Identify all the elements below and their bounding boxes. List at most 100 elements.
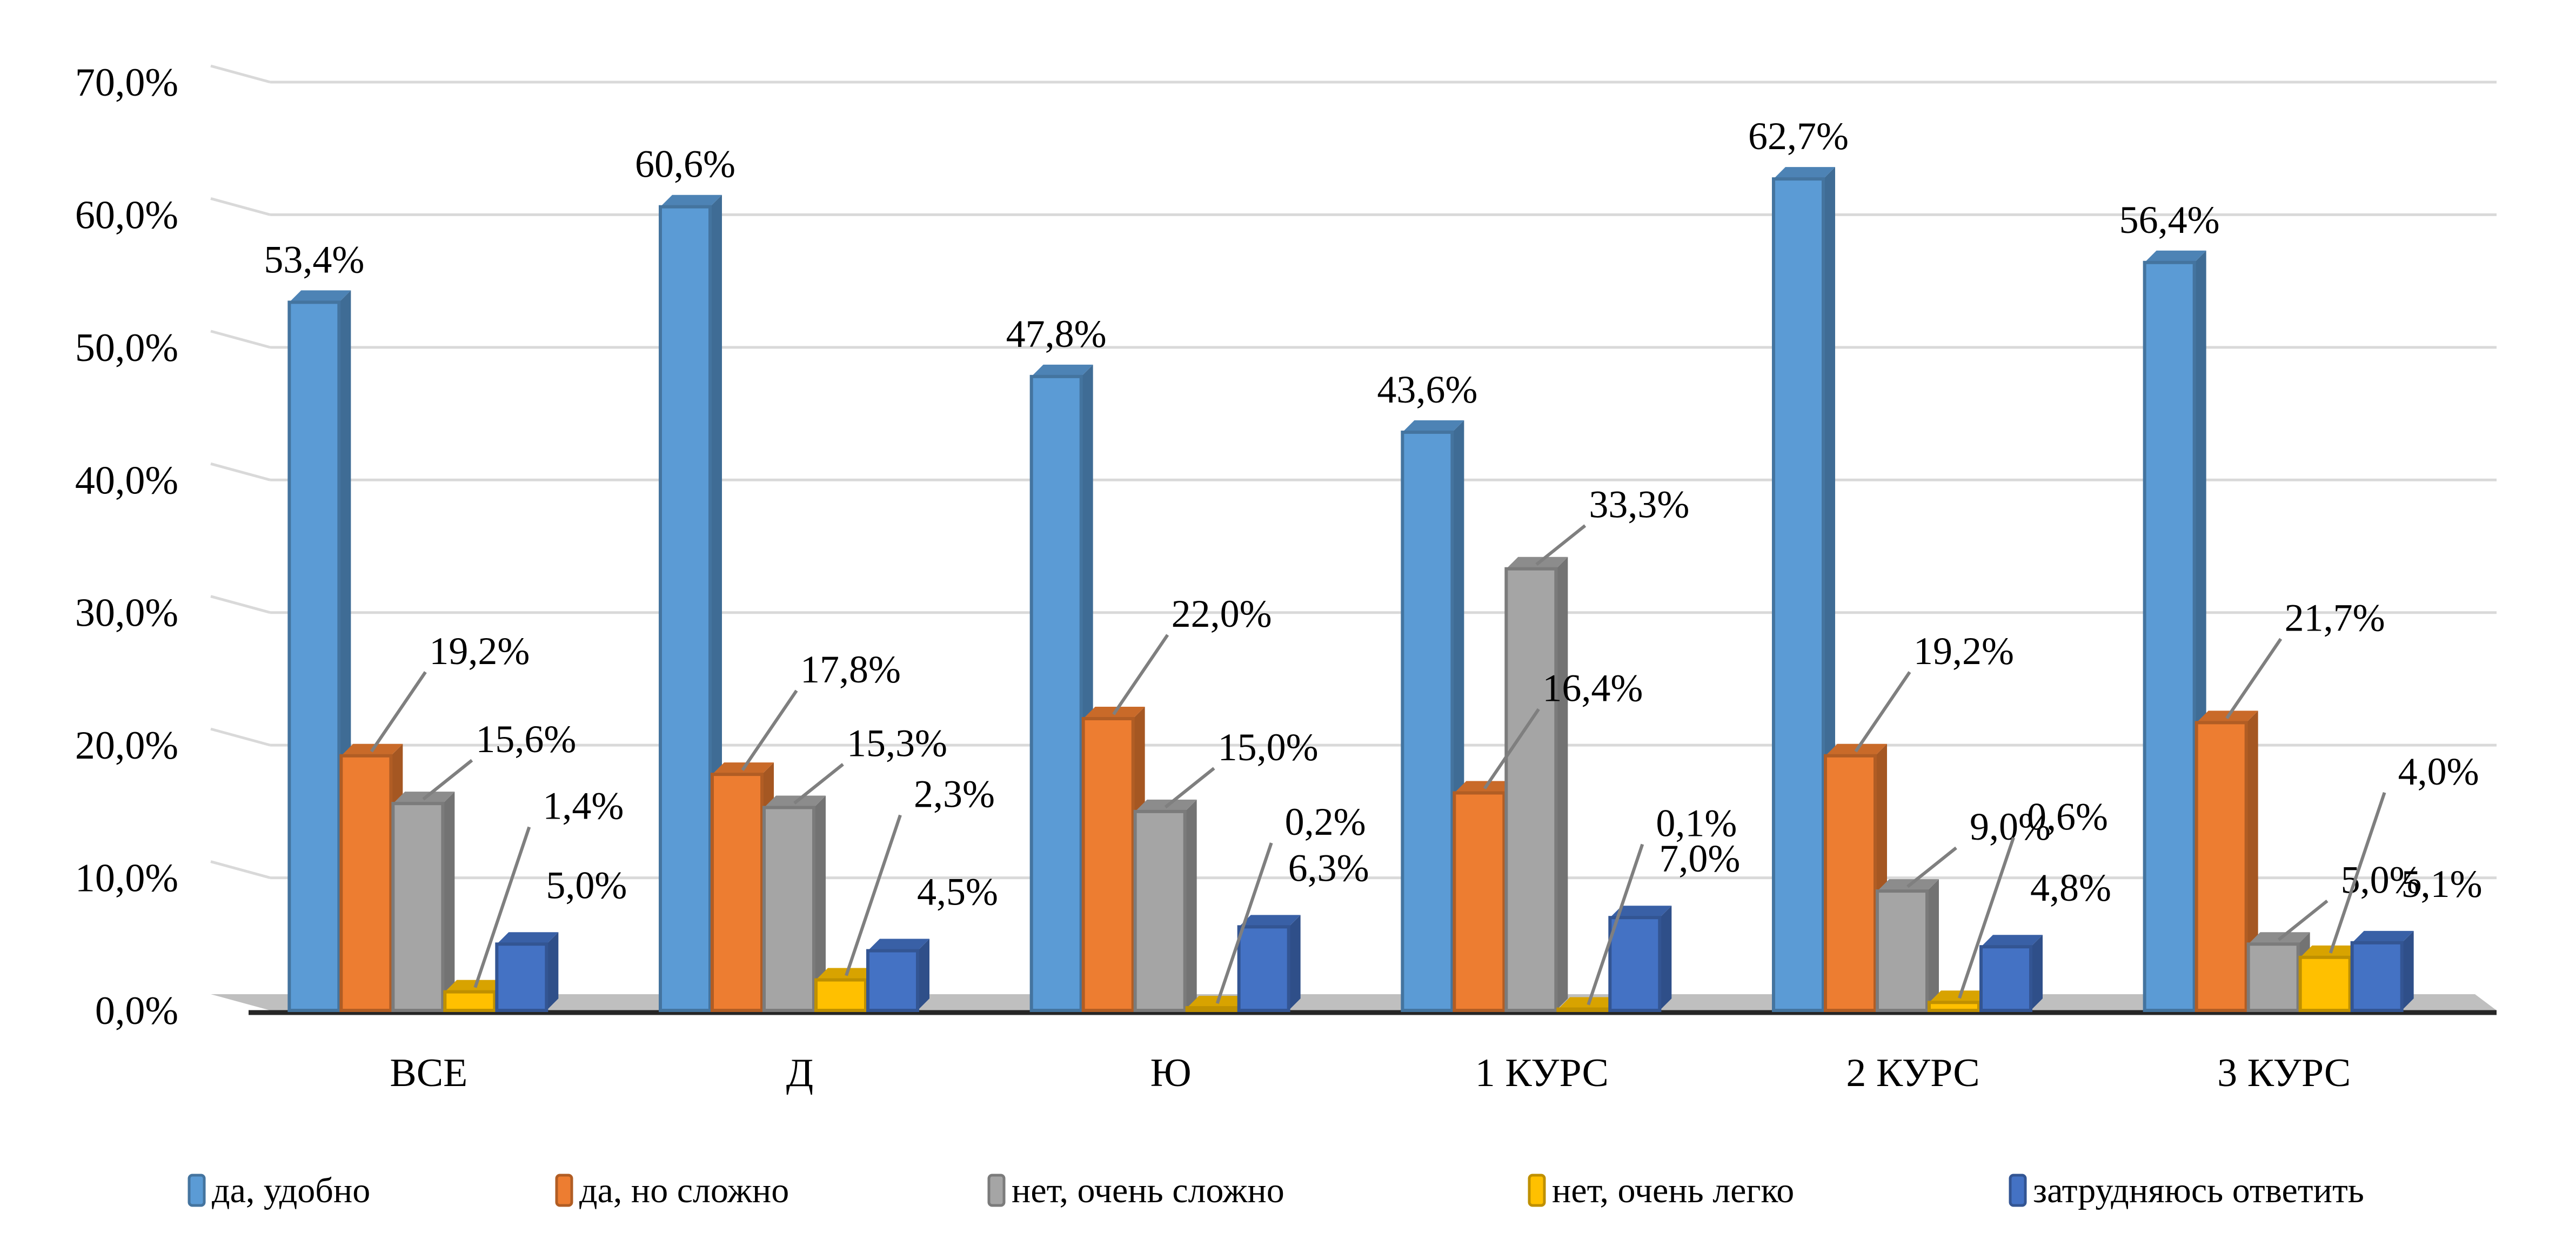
category-label: ВСЕ: [390, 1051, 467, 1095]
leader-line: [1112, 634, 1169, 715]
data-label: 53,4%: [264, 238, 364, 281]
data-label: 47,8%: [1006, 312, 1107, 356]
bar: [287, 300, 341, 1013]
legend-label: да, удобно: [212, 1171, 370, 1210]
gridline-depth: [210, 727, 271, 747]
bar: [2350, 941, 2404, 1012]
data-label: 0,1%: [1656, 802, 1737, 845]
legend-swatch: [188, 1174, 206, 1207]
bar-top: [660, 195, 722, 207]
legend-label: нет, очень легко: [1552, 1171, 1794, 1210]
y-tick-label: 30,0%: [75, 591, 178, 635]
bar: [2298, 955, 2352, 1013]
leader-line: [1854, 671, 1911, 753]
data-label: 0,6%: [2027, 795, 2108, 838]
bar-top: [1610, 906, 1672, 918]
bar: [1556, 1007, 1610, 1012]
bar-top: [1031, 364, 1093, 377]
bar: [495, 942, 548, 1013]
leader-line: [1164, 767, 1215, 809]
y-axis-ticks: 0,0% 10,0% 20,0% 30,0% 40,0% 50,0% 60,0% 70,0%: [75, 61, 178, 1033]
category-label: 3 КУРС: [2217, 1051, 2351, 1095]
leader-line: [1587, 843, 1644, 1006]
data-label: 19,2%: [429, 629, 530, 673]
data-label: 5,0%: [546, 863, 627, 907]
data-label: 7,0%: [1659, 837, 1740, 880]
leader-line: [1535, 524, 1587, 566]
bar-top: [497, 932, 559, 944]
category-label: Д: [786, 1051, 813, 1095]
bar: [659, 205, 712, 1012]
legend-swatch: [2009, 1174, 2027, 1207]
y-tick-label: 0,0%: [95, 989, 178, 1033]
gridline-depth: [210, 197, 271, 216]
data-label: 56,4%: [2119, 198, 2220, 242]
bar: [443, 990, 497, 1013]
leader-line: [1958, 837, 2015, 999]
bar: [1081, 717, 1135, 1012]
leader-line: [1215, 842, 1273, 1004]
bar-side: [2401, 930, 2414, 1010]
leader-line: [422, 759, 473, 801]
bar: [339, 754, 393, 1012]
bar-side: [1927, 879, 1939, 1010]
data-label: 15,0%: [1218, 726, 1319, 769]
leader-line: [2225, 638, 2283, 720]
bar: [1979, 945, 2032, 1013]
leader-line: [2277, 899, 2329, 941]
y-tick-label: 20,0%: [75, 723, 178, 768]
bars: [287, 167, 2414, 1013]
legend: да, удобно да, но сложно нет, очень сложно…: [188, 1171, 2364, 1210]
data-label: 17,8%: [800, 648, 901, 691]
data-label: 33,3%: [1589, 483, 1689, 526]
y-tick-label: 50,0%: [75, 326, 178, 370]
gridline-depth: [210, 462, 271, 481]
data-label: 15,6%: [476, 718, 576, 761]
data-label: 5,1%: [2401, 862, 2483, 906]
y-tick-label: 40,0%: [75, 458, 178, 502]
legend-label: нет, очень сложно: [1012, 1171, 1284, 1210]
category-label: Ю: [1150, 1051, 1192, 1095]
bar-side: [546, 932, 559, 1010]
gridlines: [210, 64, 2497, 880]
bar-side: [918, 939, 929, 1010]
x-axis-categories: ВСЕ Д Ю 1 КУРС 2 КУРС 3 КУРС: [390, 1051, 2351, 1095]
legend-swatch: [987, 1174, 1006, 1207]
bar-side: [1660, 906, 1672, 1010]
bar-top: [1402, 420, 1464, 432]
bar: [1237, 925, 1290, 1012]
leader-line: [793, 763, 844, 805]
bar: [1928, 1001, 1980, 1013]
bar: [1772, 177, 1825, 1013]
gridline-depth: [210, 860, 271, 879]
data-label: 19,2%: [1913, 629, 2014, 673]
data-label: 0,2%: [1285, 800, 1366, 843]
bar-side: [2031, 935, 2043, 1010]
bar-side: [2246, 711, 2258, 1010]
data-label: 1,4%: [543, 785, 624, 828]
y-tick-label: 60,0%: [75, 193, 178, 237]
bar-top: [2144, 250, 2206, 263]
bar-top: [289, 290, 351, 303]
gridline-depth: [210, 595, 271, 614]
data-label: 9,0%: [1970, 805, 2051, 848]
legend-label: да, но сложно: [579, 1171, 789, 1210]
data-label: 62,7%: [1748, 115, 1849, 158]
bar: [2194, 721, 2248, 1013]
bar-top: [1981, 935, 2043, 947]
bar: [1504, 567, 1558, 1013]
data-label: 6,3%: [1288, 846, 1369, 889]
data-label: 16,4%: [1542, 666, 1643, 709]
bar-side: [1288, 915, 1301, 1010]
data-label: 21,7%: [2285, 596, 2385, 639]
data-label: 4,5%: [917, 870, 998, 914]
bar: [2246, 942, 2300, 1013]
bar: [711, 773, 764, 1012]
bar: [762, 806, 815, 1012]
bar-top: [868, 939, 929, 951]
bar: [2143, 260, 2196, 1013]
data-label: 60,6%: [635, 143, 735, 186]
bar-top: [2352, 930, 2414, 943]
leader-line: [473, 826, 531, 988]
category-label: 2 КУРС: [1846, 1051, 1979, 1095]
